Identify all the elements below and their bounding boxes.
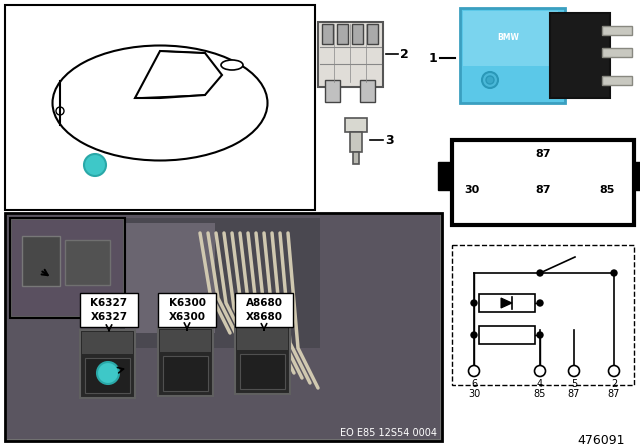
Text: K6327: K6327 — [90, 298, 127, 308]
Bar — [337, 24, 348, 44]
Bar — [160, 330, 211, 352]
Bar — [602, 26, 632, 35]
Bar — [550, 13, 610, 98]
Circle shape — [611, 270, 617, 276]
Bar — [235, 326, 290, 394]
Bar — [163, 356, 208, 391]
Bar — [345, 118, 367, 132]
Bar — [350, 132, 362, 152]
Bar — [479, 326, 535, 344]
Text: 30: 30 — [465, 185, 479, 195]
Text: X6327: X6327 — [90, 312, 127, 322]
Bar — [7, 215, 440, 439]
Bar — [158, 293, 216, 327]
Polygon shape — [501, 298, 512, 308]
Circle shape — [486, 76, 494, 84]
Text: EO E85 12S54 0004: EO E85 12S54 0004 — [340, 428, 437, 438]
Bar — [463, 11, 558, 66]
Text: 1: 1 — [91, 160, 99, 170]
Circle shape — [56, 107, 64, 115]
Bar — [85, 358, 130, 393]
Circle shape — [471, 332, 477, 338]
Text: 2: 2 — [399, 47, 408, 60]
Text: 3: 3 — [385, 134, 394, 146]
Circle shape — [97, 362, 119, 384]
Bar — [80, 330, 135, 398]
Bar — [5, 213, 442, 441]
Circle shape — [537, 300, 543, 306]
Bar — [158, 328, 213, 396]
Text: 87: 87 — [535, 149, 551, 159]
Bar — [120, 218, 320, 348]
Circle shape — [84, 154, 106, 176]
Bar — [322, 24, 333, 44]
Bar — [5, 5, 315, 210]
Text: 87: 87 — [535, 185, 551, 195]
Circle shape — [568, 366, 579, 376]
Bar — [602, 48, 632, 57]
Ellipse shape — [221, 60, 243, 70]
Text: 5: 5 — [571, 379, 577, 389]
Bar — [438, 162, 452, 190]
Text: 6: 6 — [471, 379, 477, 389]
Bar — [65, 240, 110, 285]
Bar — [452, 245, 634, 385]
Bar — [10, 218, 125, 318]
Bar — [240, 354, 285, 389]
Bar — [12, 220, 123, 316]
Circle shape — [468, 366, 479, 376]
Bar — [353, 152, 359, 164]
Text: BMW: BMW — [497, 34, 519, 43]
Circle shape — [534, 366, 545, 376]
Text: 2: 2 — [611, 379, 617, 389]
Text: 85: 85 — [599, 185, 614, 195]
Text: 85: 85 — [534, 389, 546, 399]
Bar — [125, 223, 215, 333]
Bar — [460, 8, 565, 103]
Text: 4: 4 — [537, 379, 543, 389]
Text: 87: 87 — [568, 389, 580, 399]
Bar — [237, 328, 288, 350]
Ellipse shape — [52, 46, 268, 160]
Text: 30: 30 — [468, 389, 480, 399]
Bar — [602, 76, 632, 85]
Bar — [479, 294, 535, 312]
Circle shape — [609, 366, 620, 376]
Bar — [352, 24, 363, 44]
Bar — [80, 293, 138, 327]
Bar — [325, 80, 340, 102]
Text: A8680: A8680 — [246, 298, 282, 308]
Bar — [452, 140, 634, 225]
Polygon shape — [135, 51, 222, 98]
Bar — [360, 80, 375, 102]
Bar — [22, 236, 60, 286]
Circle shape — [537, 270, 543, 276]
Circle shape — [471, 300, 477, 306]
Text: K6300: K6300 — [168, 298, 205, 308]
Bar — [318, 22, 383, 87]
Circle shape — [482, 72, 498, 88]
Bar — [367, 24, 378, 44]
Text: X8680: X8680 — [246, 312, 282, 322]
Text: X6300: X6300 — [168, 312, 205, 322]
Circle shape — [537, 332, 543, 338]
Text: 1: 1 — [104, 368, 112, 378]
Bar — [82, 332, 133, 354]
Text: 87: 87 — [608, 389, 620, 399]
Text: 476091: 476091 — [577, 434, 625, 447]
Text: 1: 1 — [429, 52, 437, 65]
Bar — [634, 162, 640, 190]
Bar — [235, 293, 293, 327]
